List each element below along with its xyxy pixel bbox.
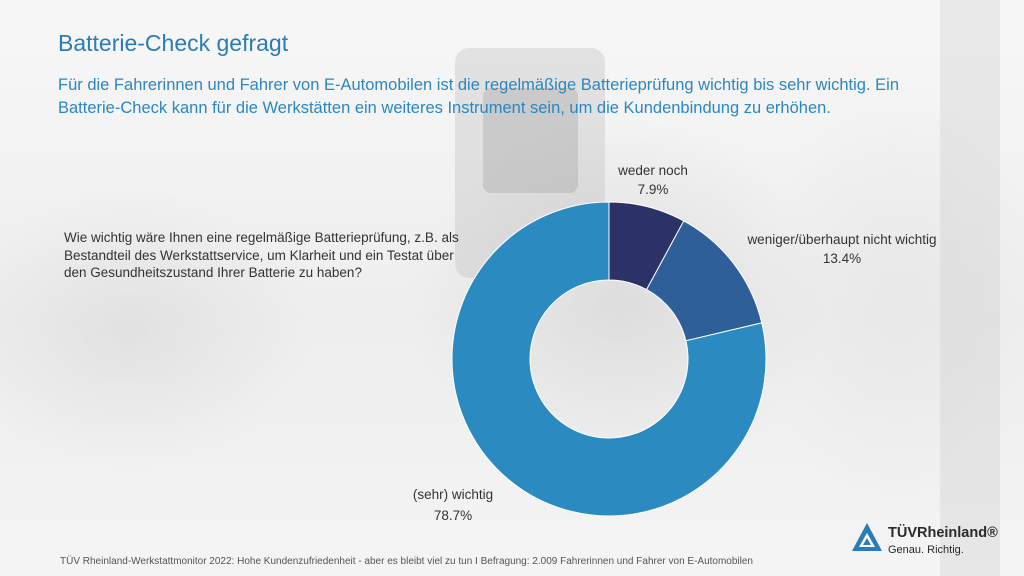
logo-brand-text: TÜVRheinland® xyxy=(888,525,998,541)
source-footer: TÜV Rheinland-Werkstattmonitor 2022: Hoh… xyxy=(60,556,753,567)
donut-labels: weder noch 7.9% weniger/überhaupt nicht … xyxy=(413,163,937,523)
donut-slice-sehr-wichtig xyxy=(451,201,767,517)
background-pillar xyxy=(940,0,1000,576)
slice-label-weder-noch: weder noch xyxy=(617,163,688,178)
survey-question: Wie wichtig wäre Ihnen eine regelmäßige … xyxy=(64,230,459,280)
page-subtitle: Für die Fahrerinnen und Fahrer von E-Aut… xyxy=(58,76,900,117)
charger-screen xyxy=(483,88,578,193)
slice-value-sehr-wichtig: 78.7% xyxy=(434,508,472,523)
donut-slices xyxy=(451,201,767,517)
page-title: Batterie-Check gefragt xyxy=(58,30,289,56)
slice-label-weniger-wichtig: weniger/überhaupt nicht wichtig xyxy=(746,232,936,247)
slice-value-weniger-wichtig: 13.4% xyxy=(823,251,861,266)
tuv-rheinland-logo: TÜVRheinland® Genau. Richtig. xyxy=(850,517,1010,562)
logo-tagline: Genau. Richtig. xyxy=(888,544,964,556)
slice-value-weder-noch: 7.9% xyxy=(638,182,669,197)
triangle-logo-icon xyxy=(852,523,882,551)
slice-label-sehr-wichtig: (sehr) wichtig xyxy=(413,487,493,502)
